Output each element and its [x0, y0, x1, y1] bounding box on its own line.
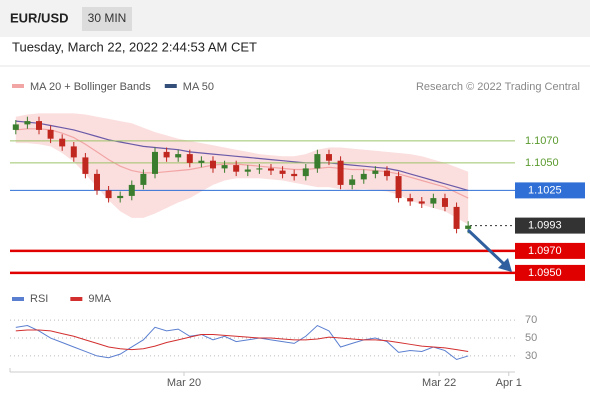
- level-label: 1.1050: [525, 157, 559, 169]
- candle-body: [267, 168, 274, 171]
- level-badge: [515, 264, 585, 281]
- level-label: 1.1025: [528, 184, 562, 196]
- plot-layer: MA 20 + Bollinger Bands MA 50 Research © 2…: [9, 81, 585, 389]
- candle-body: [325, 154, 332, 161]
- candle-body: [93, 173, 100, 191]
- y-tick-label: 50: [525, 332, 537, 344]
- candle-body: [198, 160, 205, 163]
- candle-body: [360, 173, 367, 180]
- candle-body: [82, 157, 89, 174]
- level-label: 1.0950: [528, 267, 562, 279]
- candle-body: [279, 170, 286, 174]
- ma-line: [15, 120, 469, 191]
- indicator-line: [15, 329, 469, 352]
- legend-label: RSI: [30, 293, 48, 305]
- candle-body: [140, 173, 147, 185]
- candle-body: [430, 198, 437, 204]
- candle-body: [291, 173, 298, 177]
- y-tick-label: 70: [525, 314, 537, 326]
- candle-body: [441, 198, 448, 207]
- candle-body: [395, 176, 402, 199]
- candle-body: [12, 124, 19, 130]
- candle-body: [256, 168, 263, 170]
- candle-body: [47, 129, 54, 139]
- level-badge: [515, 182, 585, 199]
- symbol: EUR/USD: [10, 10, 69, 25]
- legend-label: MA 20 + Bollinger Bands: [30, 81, 151, 93]
- candle-body: [418, 201, 425, 204]
- legend-swatch: [70, 297, 83, 301]
- interval: 30 MIN: [88, 11, 127, 25]
- timestamp: Tuesday, March 22, 2022 2:44:53 AM CET: [12, 39, 257, 54]
- candle-body: [70, 146, 77, 158]
- forecast-arrowhead: [498, 258, 512, 272]
- candle-body: [302, 168, 309, 177]
- level-label: 1.0993: [528, 220, 562, 232]
- candle-body: [383, 170, 390, 177]
- legend-swatch: [12, 84, 24, 88]
- candle-body: [372, 170, 379, 174]
- source: Research © 2022 Trading Central: [416, 81, 580, 93]
- candle-body: [453, 206, 460, 229]
- x-tick-label: Mar 20: [167, 377, 201, 389]
- candle-body: [209, 160, 216, 169]
- legend-swatch: [164, 84, 177, 88]
- candle-body: [117, 195, 124, 199]
- candle-body: [465, 225, 472, 229]
- candle-body: [221, 165, 228, 169]
- candle-body: [24, 121, 31, 125]
- candle-body: [163, 151, 170, 158]
- level-badge: [515, 242, 585, 259]
- ma-line: [15, 128, 469, 199]
- forecast-arrow: [466, 228, 507, 267]
- level-label: 1.0970: [528, 245, 562, 257]
- candle-body: [314, 154, 321, 169]
- y-tick-label: 30: [525, 350, 537, 362]
- candle-body: [244, 169, 251, 172]
- candle-body: [337, 160, 344, 185]
- x-tick-label: Mar 22: [422, 377, 456, 389]
- legend-label: 9MA: [88, 293, 111, 305]
- candle-body: [105, 190, 112, 199]
- candle-body: [175, 154, 182, 158]
- candle-body: [349, 179, 356, 185]
- candle-body: [35, 121, 42, 130]
- interval-badge: [82, 7, 132, 31]
- candle-body: [151, 151, 158, 174]
- level-badge: [515, 217, 585, 234]
- level-label: 1.1070: [525, 135, 559, 147]
- legend-label: MA 50: [183, 81, 214, 93]
- x-tick-label: Apr 1: [496, 377, 522, 389]
- legend-swatch: [12, 297, 24, 301]
- candle-body: [233, 165, 240, 172]
- candle-body: [59, 138, 66, 147]
- candle-body: [407, 198, 414, 202]
- candle-body: [128, 184, 135, 196]
- candle-body: [186, 154, 193, 163]
- indicator-line: [15, 324, 469, 361]
